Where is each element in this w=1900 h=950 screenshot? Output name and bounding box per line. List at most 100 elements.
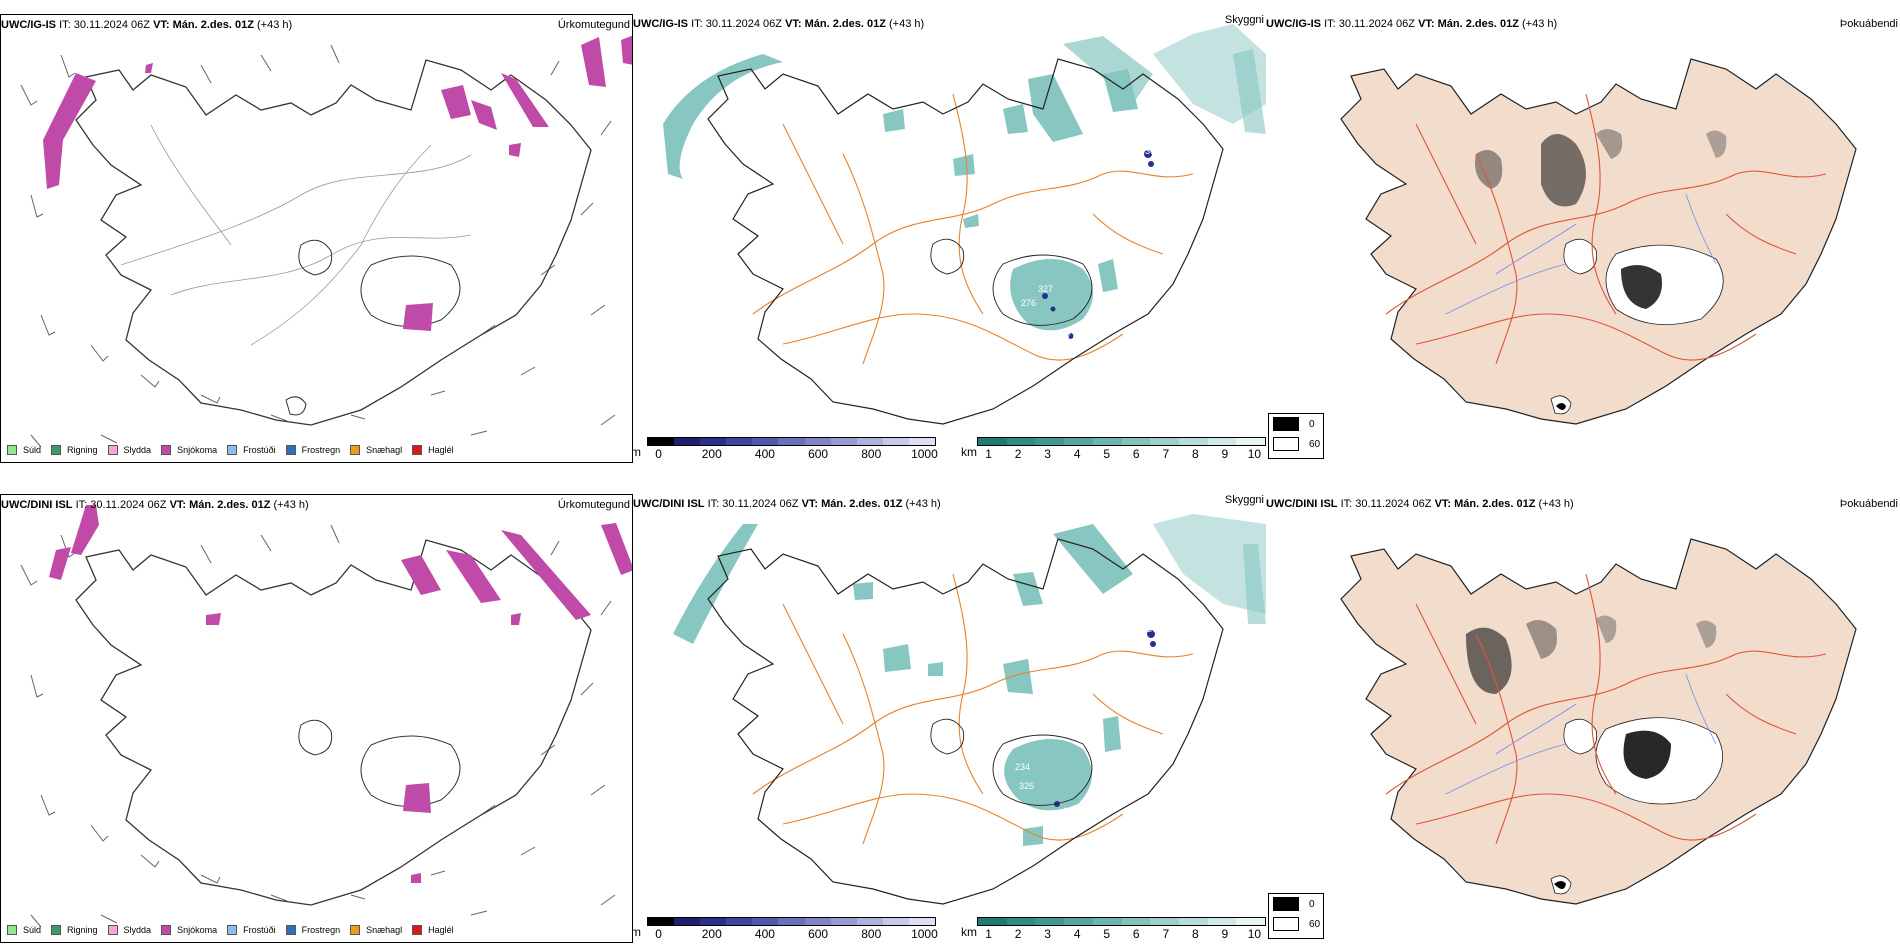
colorbar-tick: 1000 [911,447,938,461]
legend-label: Snæhagl [366,445,403,455]
snow-area [511,613,521,625]
legend-label: 0 [1309,898,1315,910]
rivers [1445,673,1717,795]
colorbar-tick: 0 [655,447,662,461]
legend-swatch [1273,897,1299,911]
colorbar-swatch [1236,438,1266,445]
legend-label: Frostúði [243,925,276,935]
lead-time: (+43 h) [273,499,309,511]
visibility-areas [673,514,1266,846]
panel-tag: Skyggni [1224,494,1264,506]
colorbar-tick: 200 [701,447,722,461]
snow-area [49,547,71,580]
legend-swatch [227,925,238,935]
colorbar-swatch [1121,438,1151,445]
fog-legend-item: 60 [1269,914,1323,934]
visibility-label: 559 [1093,146,1108,156]
snow-area [71,505,99,555]
visibility-map: 312 559 30 312 327 276 271 [663,24,1266,425]
panel-tag: Úrkomutegund [557,19,630,31]
lead-time: (+43 h) [257,19,293,31]
legend-label: 0 [1309,418,1315,430]
height-colorbar: m 0 200 400 600 800 1000 [633,437,938,461]
colorbar-swatch [1178,918,1208,925]
legend-label: Súld [23,925,42,935]
precip-legend: Súld Rigning Slydda Snjókoma Frostúði Frostre… [1,439,458,461]
init-time: 30.11.2024 06Z [1338,18,1415,30]
panel-tag: Úrkomutegund [557,499,630,511]
valid-time: Mán. 2.des. 01Z [804,18,886,30]
visibility-map: 67 234 325 16 [673,514,1266,905]
panel-title: UWC/IG-IS IT: 30.11.2024 06Z VT: Mán. 2.… [633,18,925,30]
precip-legend-item: Snæhagl [350,445,402,455]
colorbar-swatch [978,918,1007,925]
colorbar-swatch [778,438,805,445]
legend-label: Frostregn [301,925,341,935]
colorbar-tick: 3 [1044,447,1051,461]
rivers [1445,193,1717,315]
snow-area [509,143,521,157]
colorbar-swatch [674,438,701,445]
colorbar-tick: 7 [1162,927,1170,941]
iceland-outline [75,59,592,426]
legend-label: 60 [1309,918,1321,930]
colorbar-tick: 8 [1192,927,1199,941]
panel-title: UWC/DINI ISL IT: 30.11.2024 06Z VT: Mán.… [1,499,309,511]
fog-areas [1475,129,1727,415]
valid-time: Mán. 2.des. 01Z [189,499,271,511]
valid-time: Mán. 2.des. 01Z [1437,18,1519,30]
colorbar-tick: 3 [1044,927,1051,941]
colorbar-tick: 4 [1073,447,1081,461]
colorbar-unit: m [633,445,641,459]
colorbar-tick: 6 [1132,447,1140,461]
legend-swatch [1273,417,1299,431]
snow-area [601,523,632,575]
snow-areas [43,35,632,331]
fog-legend-item: 0 [1269,414,1323,434]
colorbar-swatch [882,918,909,925]
height-colorbar: m 0 200 400 600 800 1000 [633,917,938,941]
valid-time: Mán. 2.des. 01Z [1454,498,1536,510]
roads [120,124,472,346]
snow-area [446,550,501,603]
glaciers [298,719,461,807]
wind-barbs [20,524,616,928]
init-time: 30.11.2024 06Z [90,499,167,511]
snow-area [621,35,632,65]
colorbar-swatch [726,438,753,445]
visibility-label: 327 [1038,284,1053,294]
glaciers [285,239,461,416]
roads [752,573,1194,845]
panel-title: UWC/IG-IS IT: 30.11.2024 06Z VT: Mán. 2.… [1266,18,1558,30]
snow-area [403,303,433,331]
legend-label: Snjókoma [177,445,218,455]
visibility-label: 312 [1088,132,1103,142]
colorbar-swatch [1064,918,1093,925]
fog-index-panel-top: UWC/IG-IS IT: 30.11.2024 06Z VT: Mán. 2.… [1266,14,1900,463]
lead-time: (+43 h) [905,498,941,510]
legend-swatch [51,445,62,455]
roads [752,93,1194,365]
valid-time: Mán. 2.des. 01Z [821,498,903,510]
colorbar-tick: 1000 [911,927,938,941]
snow-area [441,85,471,119]
visibility-colorbar: km 1 2 3 4 5 6 7 8 9 10 [961,437,1266,461]
colorbar-tick: 10 [1247,927,1262,941]
precip-legend-item: Slydda [107,445,151,455]
legend-label: Snæhagl [366,925,403,935]
legend-swatch [7,925,17,935]
colorbar-swatch [1064,438,1093,445]
legend-swatch [7,445,17,455]
colorbar-swatch [1006,438,1036,445]
fog-index-map [1340,538,1857,905]
colorbar-swatch [1092,918,1122,925]
init-time: 30.11.2024 06Z [705,18,782,30]
visibility-colorbar: km 1 2 3 4 5 6 7 8 9 10 [961,917,1266,941]
legend-label: Frostúði [243,445,276,455]
precip-legend-item: Súld [7,925,41,935]
colorbar-swatch [978,438,1007,445]
visibility-label: 67 [1147,624,1157,634]
legend-label: Haglél [428,445,454,455]
legend-swatch [107,925,118,935]
legend-label: Slydda [123,925,152,935]
